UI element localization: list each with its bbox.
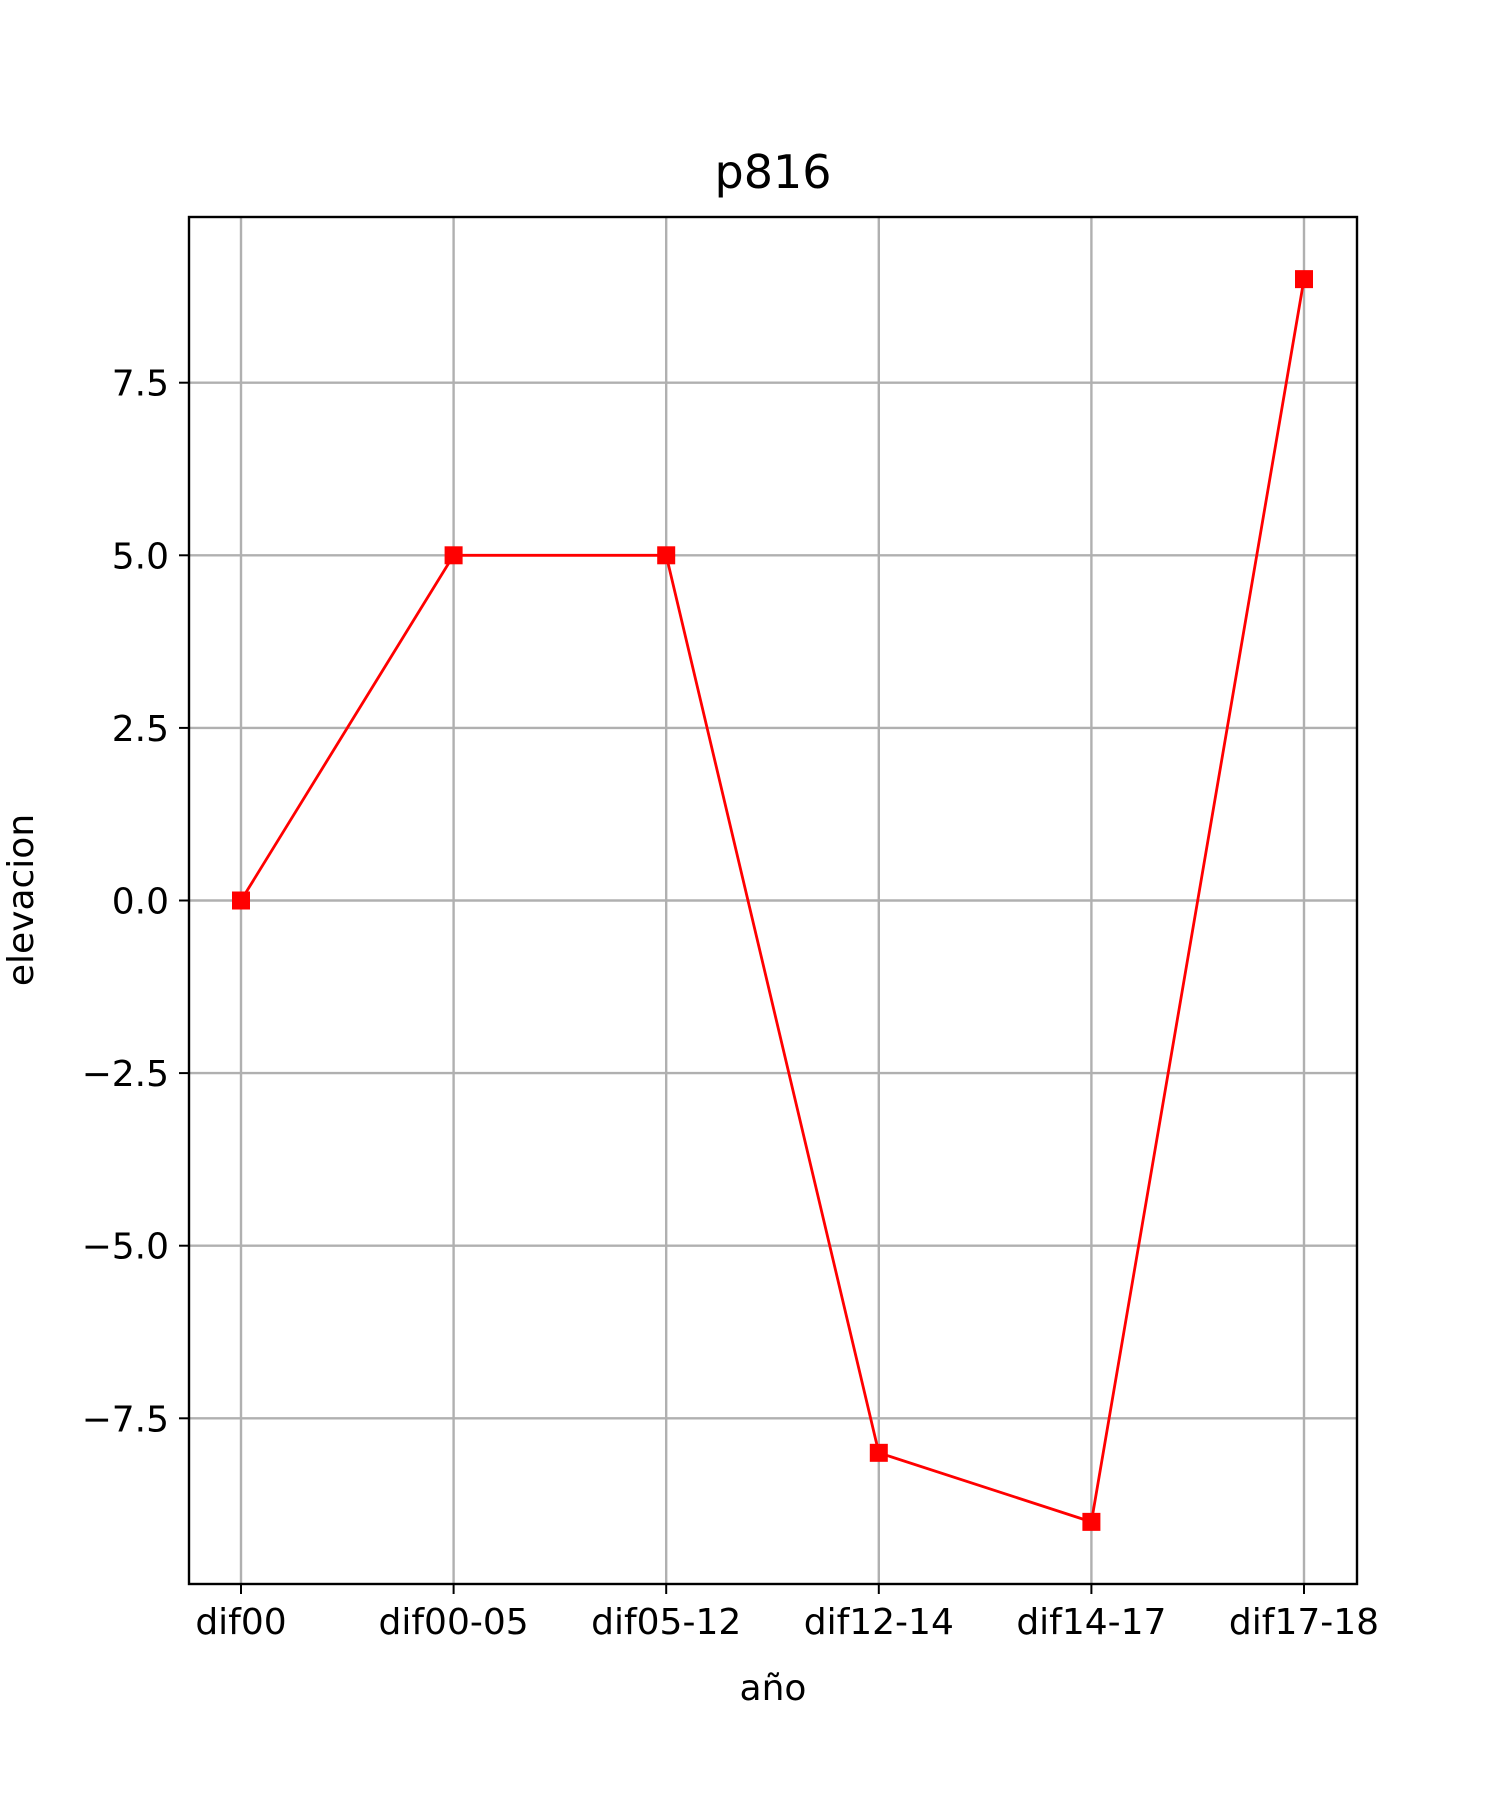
x-axis-label: año <box>740 1668 807 1709</box>
y-tick-label: −7.5 <box>82 1399 169 1440</box>
y-tick-label: −2.5 <box>82 1054 169 1095</box>
plot-frame <box>187 215 1359 1586</box>
x-tick-label: dif00-05 <box>379 1602 529 1643</box>
data-point-marker <box>444 546 463 565</box>
data-point-marker <box>1082 1512 1101 1531</box>
y-tick-label: 5.0 <box>112 536 169 577</box>
axis-ticks: dif00 dif00-05 dif05-12 dif12-14 dif14-17 dif… <box>82 364 1379 1643</box>
y-tick-label: −5.0 <box>82 1227 169 1268</box>
chart-title: p816 <box>715 145 832 199</box>
series-line <box>239 278 1306 1524</box>
x-tick-label: dif17-18 <box>1229 1602 1379 1643</box>
y-axis-label: elevacion <box>1 814 42 986</box>
y-tick-label: 2.5 <box>112 709 169 750</box>
grid-lines <box>189 217 1357 1584</box>
x-tick-label: dif12-14 <box>804 1602 954 1643</box>
data-point-marker <box>1295 270 1313 289</box>
y-tick-label: 0.0 <box>112 882 169 923</box>
data-point-marker <box>869 1443 888 1462</box>
x-tick-label: dif05-12 <box>591 1602 741 1643</box>
x-tick-label: dif00 <box>195 1602 286 1643</box>
data-series <box>232 270 1313 1531</box>
x-tick-label: dif14-17 <box>1016 1602 1166 1643</box>
data-point-marker <box>657 546 676 565</box>
data-point-marker <box>232 891 250 910</box>
y-tick-label: 7.5 <box>112 364 169 405</box>
